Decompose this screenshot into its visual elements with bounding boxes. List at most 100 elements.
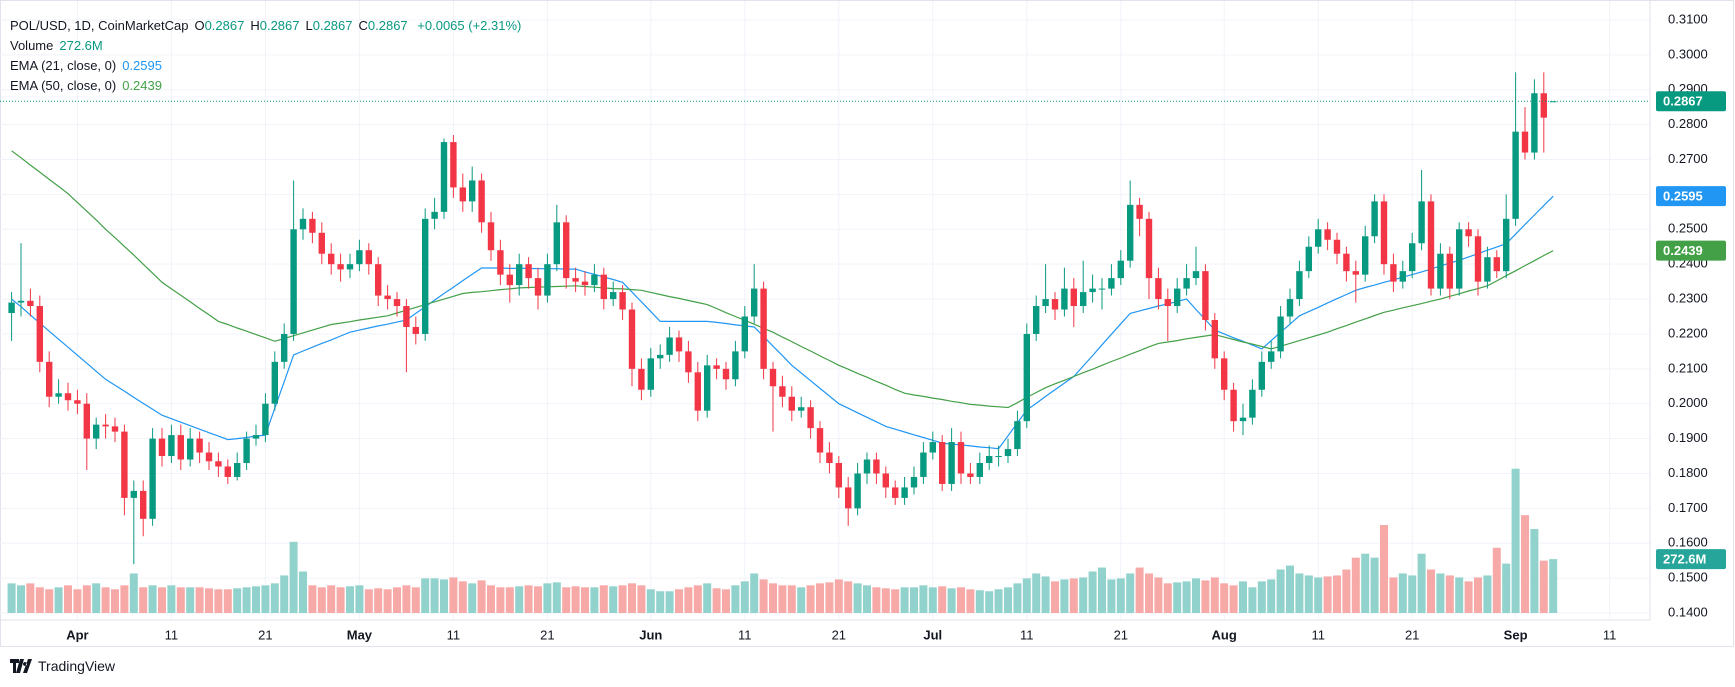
- candle-body: [1258, 361, 1265, 390]
- volume-bar: [1276, 569, 1285, 613]
- volume-bar: [1464, 581, 1473, 613]
- volume-bar: [609, 586, 618, 613]
- volume-bar: [646, 589, 655, 613]
- volume-bar: [994, 589, 1003, 613]
- volume-bar: [543, 583, 552, 613]
- candle-body: [1550, 101, 1557, 103]
- candle-body: [1268, 351, 1275, 362]
- candle-body: [835, 463, 842, 488]
- candle-body: [215, 461, 222, 467]
- volume-bar: [1483, 575, 1492, 613]
- volume-bar: [7, 583, 16, 613]
- candle-body: [83, 403, 90, 439]
- ohlc-key: O: [194, 18, 205, 33]
- x-tick-label: 11: [1311, 627, 1325, 642]
- volume-bar: [524, 585, 533, 613]
- candle-body: [1399, 271, 1406, 282]
- volume-bar: [947, 588, 956, 613]
- volume-bar: [261, 585, 270, 613]
- ohlc-key: L: [305, 18, 313, 33]
- volume-bar: [966, 589, 975, 613]
- y-tick-label: 0.2500: [1668, 221, 1708, 236]
- candle-body: [1324, 229, 1331, 240]
- candle-body: [1352, 271, 1359, 275]
- candle-body: [36, 306, 43, 362]
- candle-body: [581, 281, 589, 286]
- x-tick-label: 21: [832, 627, 846, 642]
- candle-body: [1409, 243, 1416, 272]
- volume-bar: [1380, 525, 1388, 613]
- candle-body: [1221, 358, 1228, 390]
- volume-bar: [881, 588, 890, 613]
- volume-bar: [975, 590, 984, 613]
- y-tick-label: 0.1900: [1668, 430, 1708, 445]
- volume-bar: [299, 571, 307, 613]
- volume-bar: [393, 587, 401, 613]
- volume-bar: [731, 585, 740, 613]
- candle-body: [1418, 201, 1425, 244]
- candle-body: [610, 292, 617, 300]
- ohlc: O0.2867 H0.2867 L0.2867 C0.2867: [188, 18, 407, 33]
- volume-bar: [787, 585, 796, 613]
- volume-bar: [1267, 579, 1276, 613]
- volume-bar: [816, 583, 824, 613]
- candle-body: [1286, 299, 1294, 317]
- candle-body: [1437, 253, 1444, 289]
- volume-bar: [778, 585, 787, 613]
- volume-bar: [1248, 587, 1257, 613]
- x-tick-label: 11: [165, 627, 179, 642]
- change: +0.0065 (+2.31%): [417, 18, 522, 33]
- candle-body: [422, 218, 429, 334]
- volume-bar: [806, 585, 815, 613]
- candle-body: [93, 424, 100, 439]
- candle-body: [1211, 319, 1218, 359]
- volume-bar: [1351, 557, 1360, 613]
- volume-bar: [1107, 579, 1116, 613]
- volume-bar: [1492, 547, 1501, 613]
- volume-bar: [928, 587, 937, 613]
- candle-body: [506, 274, 513, 286]
- volume-bar: [242, 587, 251, 613]
- candle-body: [177, 435, 184, 460]
- brand-name: TradingView: [38, 658, 116, 674]
- candle-body: [995, 456, 1002, 458]
- price-badge: [1656, 240, 1726, 261]
- ohlc-key: H: [250, 18, 260, 33]
- candle-body: [459, 187, 466, 202]
- volume-bar: [1417, 553, 1426, 613]
- candle-body: [751, 288, 758, 317]
- candle-body: [1531, 93, 1538, 153]
- y-tick-label: 0.1800: [1668, 465, 1708, 480]
- candle-body: [1061, 288, 1068, 310]
- candle-body: [704, 365, 711, 411]
- volume-bar: [1154, 577, 1163, 613]
- candle-body: [769, 368, 777, 387]
- volume-bar: [289, 541, 298, 613]
- candle-body: [412, 326, 419, 334]
- price-badge: [1656, 91, 1726, 112]
- volume-bar: [750, 573, 759, 613]
- ohlc-value: 0.2867: [367, 18, 408, 33]
- volume-bar: [1370, 557, 1379, 613]
- candle-body: [140, 490, 147, 519]
- candle-body: [205, 452, 213, 462]
- volume-bar: [1511, 468, 1520, 613]
- volume-bar: [101, 587, 110, 613]
- candle-body: [1202, 271, 1209, 320]
- volume-bar: [1361, 553, 1370, 613]
- volume-bar: [496, 587, 505, 613]
- volume-bar: [1069, 578, 1078, 613]
- candle-body: [1117, 260, 1124, 279]
- volume-bar: [628, 583, 636, 613]
- volume-bar: [985, 591, 994, 613]
- volume-bar: [139, 587, 148, 613]
- candle-body: [1183, 278, 1190, 289]
- volume-bar: [1116, 578, 1125, 613]
- candle-body: [318, 232, 325, 254]
- volume-bar: [1229, 585, 1238, 613]
- candle-body: [1145, 218, 1153, 279]
- candle-body: [252, 435, 260, 439]
- candle-body: [121, 431, 128, 498]
- volume-bar: [1436, 573, 1445, 613]
- x-tick-label: Apr: [66, 627, 88, 642]
